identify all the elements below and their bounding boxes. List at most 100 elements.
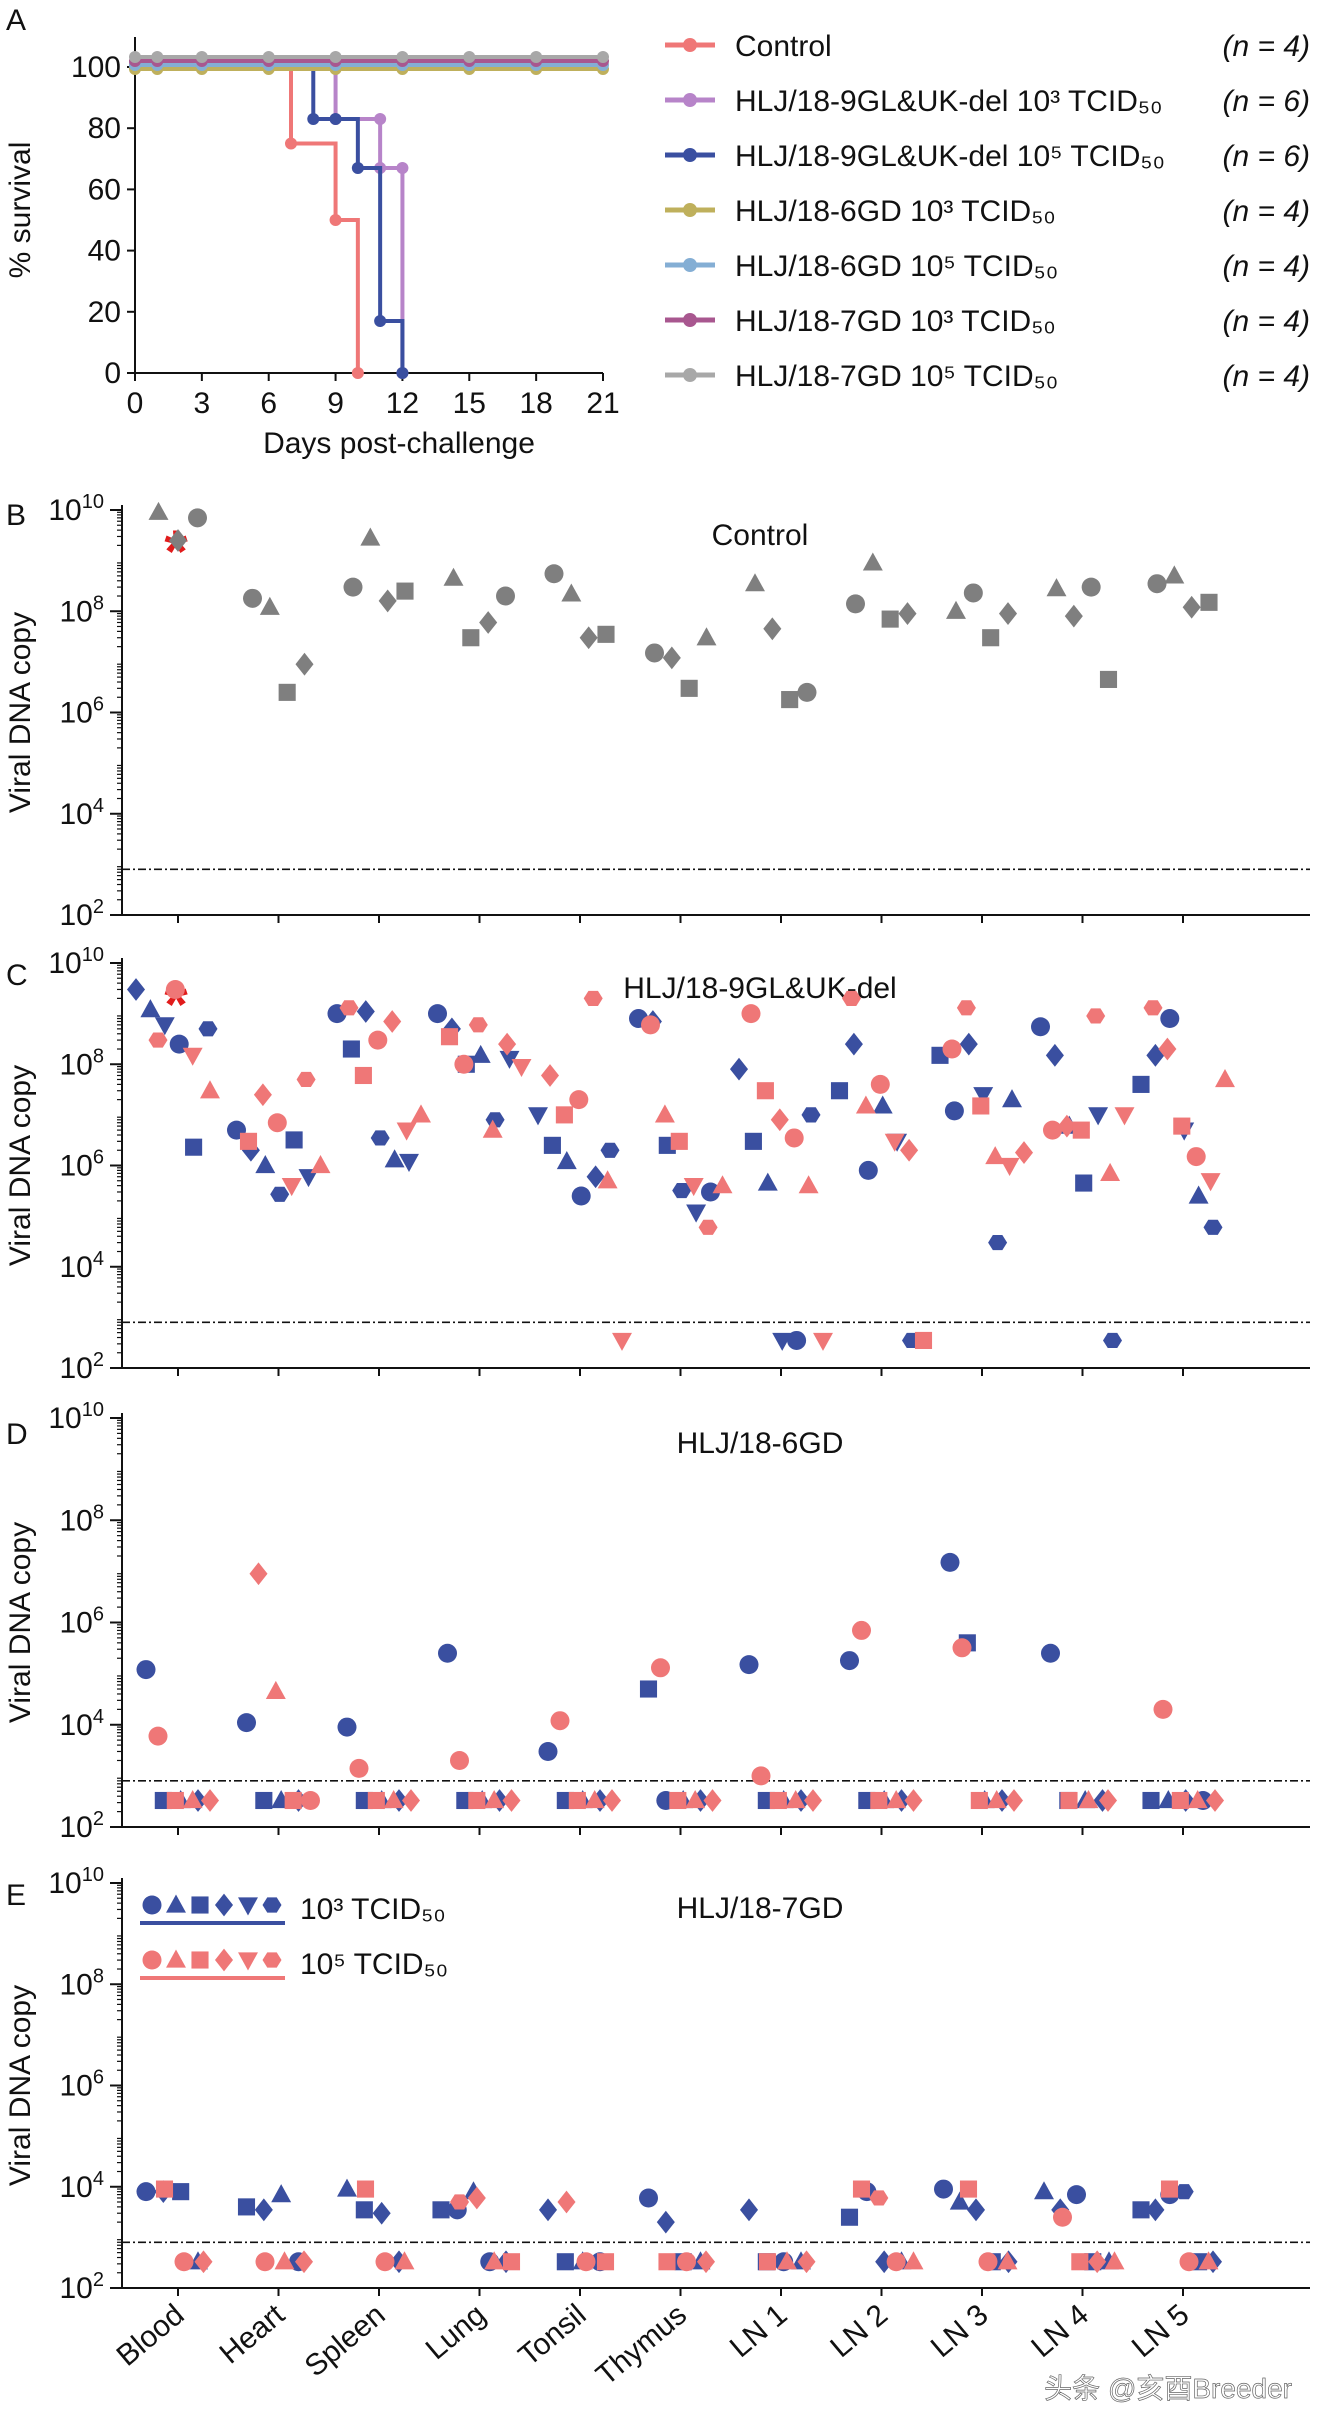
data-point: [496, 586, 515, 606]
data-point: [571, 1186, 591, 1206]
data-point: [963, 583, 983, 603]
data-point: [701, 1182, 720, 1202]
data-point: [1043, 1120, 1062, 1140]
x-category-label: LN 3: [925, 2298, 995, 2364]
legend-n-grp_7gd_3: (n = 4): [1222, 305, 1310, 338]
data-point: [982, 629, 1000, 647]
data-point: [942, 1039, 962, 1059]
data-point: [271, 2184, 292, 2203]
data-point: [940, 1552, 960, 1572]
legend-n-control: (n = 4): [1222, 30, 1310, 63]
legend-marker: [238, 1897, 258, 1916]
legend-label-grp_9gl_5: HLJ/18-9GL&UK-del 10⁵ TCID₅₀: [735, 140, 1165, 173]
data-point: [1046, 578, 1067, 597]
survival-point: [463, 51, 476, 63]
data-point: [479, 611, 498, 634]
data-point: [1200, 1173, 1221, 1192]
data-point: [914, 1331, 933, 1350]
data-point: [986, 1790, 1007, 1809]
y-tick-label: 104: [60, 795, 105, 831]
x-tick-label: 15: [453, 387, 486, 420]
data-point: [126, 978, 146, 1001]
data-point: [440, 1028, 459, 1046]
data-point: [370, 1130, 390, 1146]
data-point: [1171, 1791, 1189, 1810]
survival-line-grp_9gl_3: [135, 61, 405, 373]
data-point: [356, 1000, 375, 1023]
y-tick-label: 106: [60, 1604, 105, 1640]
data-point: [886, 2252, 906, 2272]
data-point: [583, 990, 603, 1006]
data-point: [576, 2252, 596, 2272]
panel-letter-a: A: [6, 4, 26, 37]
x-category-label: Spleen: [299, 2298, 392, 2383]
legend-marker-grp_7gd_3: [683, 313, 697, 327]
data-point: [1002, 1089, 1022, 1108]
legend-n-grp_7gd_5: (n = 4): [1222, 360, 1310, 393]
data-point: [686, 1204, 707, 1223]
data-point: [259, 596, 280, 615]
legend-n-grp_6gd_5: (n = 4): [1222, 250, 1310, 283]
data-point: [662, 646, 681, 670]
data-point: [165, 979, 185, 999]
data-point: [870, 1074, 890, 1094]
data-point: [182, 1047, 203, 1066]
legend-label-grp_6gd_5: HLJ/18-6GD 10⁵ TCID₅₀: [735, 250, 1058, 283]
data-point: [1014, 1141, 1034, 1164]
data-point: [579, 626, 598, 650]
data-point: [763, 617, 782, 641]
data-point: [1186, 1147, 1206, 1167]
data-point: [396, 582, 414, 600]
data-point: [528, 1107, 548, 1126]
data-point: [886, 1790, 907, 1809]
data-point: [354, 1066, 372, 1085]
data-point: [432, 2201, 450, 2219]
legend-marker: [191, 1896, 209, 1914]
survival-point: [396, 367, 409, 379]
data-point: [265, 1680, 286, 1699]
data-point: [557, 2190, 576, 2214]
data-point: [1188, 1185, 1209, 1204]
data-point: [985, 1146, 1006, 1165]
data-point: [356, 2180, 375, 2198]
x-tick-label: 21: [586, 387, 619, 420]
data-point: [198, 1021, 218, 1037]
data-point: [672, 1182, 692, 1199]
data-point: [1179, 2252, 1199, 2272]
data-point: [842, 990, 861, 1006]
data-point: [946, 600, 966, 619]
y-tick-label: 102: [60, 896, 105, 932]
data-point: [484, 2251, 505, 2270]
data-point: [998, 602, 1018, 625]
asterisk-significance: *: [164, 518, 188, 585]
data-point: [1072, 1121, 1090, 1139]
data-point: [384, 1149, 405, 1168]
data-point: [237, 2198, 256, 2216]
data-point: [278, 683, 296, 701]
data-point: [999, 1157, 1020, 1176]
y-tick-label: 104: [60, 1248, 105, 1284]
data-point: [1057, 1114, 1076, 1138]
data-point: [543, 1136, 561, 1154]
survival-point: [351, 367, 364, 379]
data-point: [869, 2190, 889, 2206]
data-point: [677, 2252, 696, 2272]
data-point: [855, 1095, 876, 1114]
data-point: [830, 1082, 849, 1100]
data-point: [239, 1132, 258, 1150]
data-point: [1153, 1699, 1173, 1719]
survival-point: [351, 161, 364, 174]
data-point: [339, 1000, 359, 1016]
data-point: [1100, 1162, 1121, 1181]
data-point: [1075, 1174, 1093, 1192]
data-point: [294, 2250, 314, 2274]
data-point: [511, 1058, 532, 1078]
data-point: [898, 602, 917, 625]
data-point: [1041, 1643, 1060, 1663]
data-point: [1158, 1037, 1177, 1061]
data-point: [1031, 1017, 1050, 1037]
data-point: [797, 2250, 816, 2274]
data-point: [904, 1789, 923, 1812]
data-point: [253, 1083, 272, 1107]
